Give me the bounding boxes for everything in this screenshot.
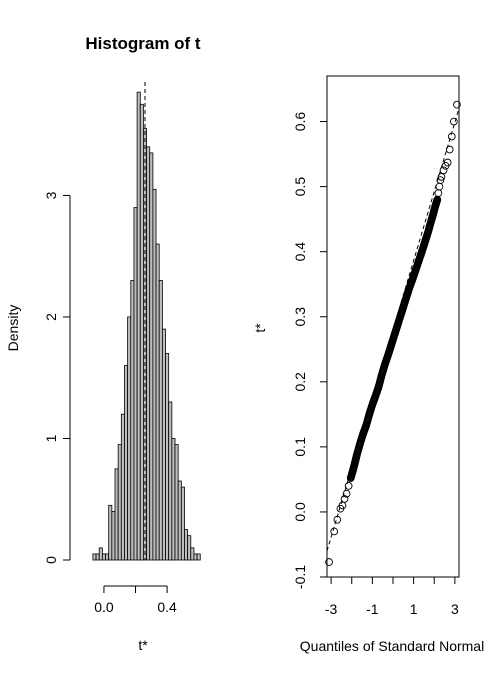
y-tick-label: 0.2 [292,372,308,392]
qq-point [445,145,454,154]
y-tick-label: 3 [43,191,59,199]
qq-y-label: t* [252,323,268,333]
histogram-bar [155,243,160,561]
qq-point [449,117,458,126]
x-tick-label: 0.4 [157,599,177,615]
histogram-bar [177,480,182,561]
histogram-bar [120,413,125,561]
histogram-bar [190,547,195,561]
x-tick-label: -1 [366,601,379,617]
y-tick-label: 0 [43,556,59,564]
histogram-bars [92,91,201,561]
qq-x-label: Quantiles of Standard Normal [300,638,484,654]
qq-point [447,132,456,141]
histogram-x-label: t* [138,637,148,653]
x-tick-label: -3 [325,601,338,617]
qq-y-axis: -0.1 0.0 0.1 0.2 0.3 0.4 0.5 0.6 [292,112,327,589]
histogram-bar [130,280,135,561]
y-tick-label: 0.6 [292,112,308,132]
histogram-bar [95,553,100,561]
histogram-bar [174,444,179,561]
histogram-x-axis: 0.0 0.4 [94,585,177,615]
qq-points [325,100,461,566]
qq-x-axis: -3 -1 1 3 [325,577,459,617]
histogram-bar [193,553,198,561]
qq-point [325,558,333,566]
qq-point [330,527,339,536]
x-tick-label: 3 [451,601,459,617]
histogram-bar [149,152,154,561]
histogram-bar [158,280,163,561]
histogram-bar [101,553,106,561]
x-tick-label: 0.0 [94,599,114,615]
histogram-bar [117,444,122,561]
histogram-bar [184,529,189,561]
qq-point [435,182,444,191]
x-tick-label: 1 [410,601,418,617]
y-tick-label: 0.0 [292,502,308,522]
histogram-bar [105,553,110,561]
histogram-y-axis: 0 1 2 3 [43,191,71,564]
qq-point [453,100,461,109]
qq-plot-panel: -3 -1 1 3 -0.1 0.0 0.1 0.2 0.3 0.4 0.5 0.6 Quantil… [252,75,484,654]
histogram-bar [111,510,116,561]
y-tick-label: 0.4 [292,242,308,262]
qq-point [333,515,342,524]
y-tick-label: 2 [43,313,59,321]
histogram-bar [168,401,173,561]
histogram-bar [124,365,129,561]
histogram-title: Histogram of t [85,34,201,53]
histogram-bar [108,504,113,561]
qq-point [344,482,353,490]
histogram-bar [127,316,132,561]
y-tick-label: -0.1 [292,565,308,589]
histogram-bar [98,547,103,561]
qq-point [340,495,349,503]
histogram-bar [180,486,185,561]
qq-point [434,189,443,197]
qq-point [443,158,452,167]
histogram-bar [196,553,201,561]
y-tick-label: 0.5 [292,177,308,197]
histogram-bar [152,188,157,561]
histogram-panel: Histogram of t 0.0 0.4 0 1 2 3 t* Density [5,34,201,653]
qq-point [439,166,448,175]
histogram-bar [146,146,151,561]
y-tick-label: 0.3 [292,307,308,327]
histogram-bar [136,91,141,561]
histogram-bar [187,535,192,561]
qq-point [342,489,351,498]
histogram-bar [161,328,166,561]
histogram-bar [171,438,176,561]
histogram-bar [133,207,138,561]
y-tick-label: 0.1 [292,437,308,457]
y-tick-label: 1 [43,434,59,442]
histogram-bar [92,553,97,561]
qq-point [436,176,445,184]
histogram-bar [139,103,144,561]
histogram-bar [165,353,170,561]
histogram-bar [114,468,119,561]
histogram-y-label: Density [5,305,21,352]
